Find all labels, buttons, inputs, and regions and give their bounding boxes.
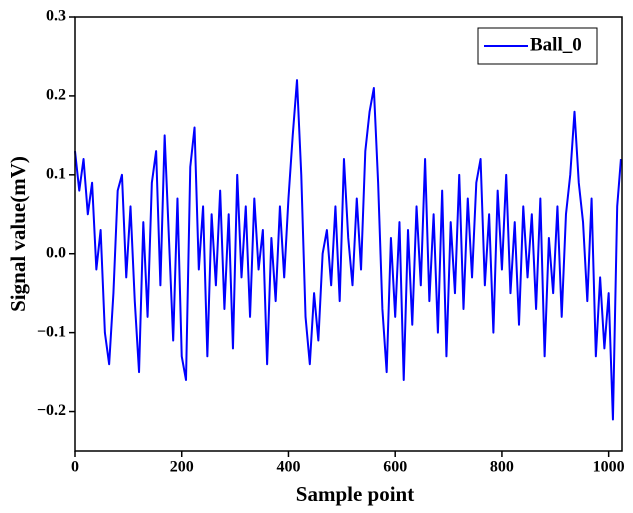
legend-label: Ball_0 (530, 34, 582, 55)
signal-line (74, 79, 622, 421)
x-tick-label: 600 (383, 459, 407, 476)
y-axis-title: Signal value(mV) (6, 156, 30, 312)
x-tick-label: 1000 (593, 459, 625, 476)
x-tick-label: 0 (71, 459, 79, 476)
x-tick-label: 400 (276, 459, 300, 476)
y-tick-label: 0.2 (46, 87, 66, 104)
y-tick-label: 0.0 (46, 244, 66, 261)
y-tick-label: 0.1 (46, 165, 66, 182)
y-tick-label: −0.2 (37, 402, 66, 419)
x-tick-label: 800 (490, 459, 514, 476)
y-tick-label: −0.1 (37, 323, 66, 340)
x-tick-label: 200 (170, 459, 194, 476)
plot-frame (74, 16, 623, 452)
y-tick-label: 0.3 (46, 8, 66, 25)
x-axis-title: Sample point (296, 482, 414, 506)
